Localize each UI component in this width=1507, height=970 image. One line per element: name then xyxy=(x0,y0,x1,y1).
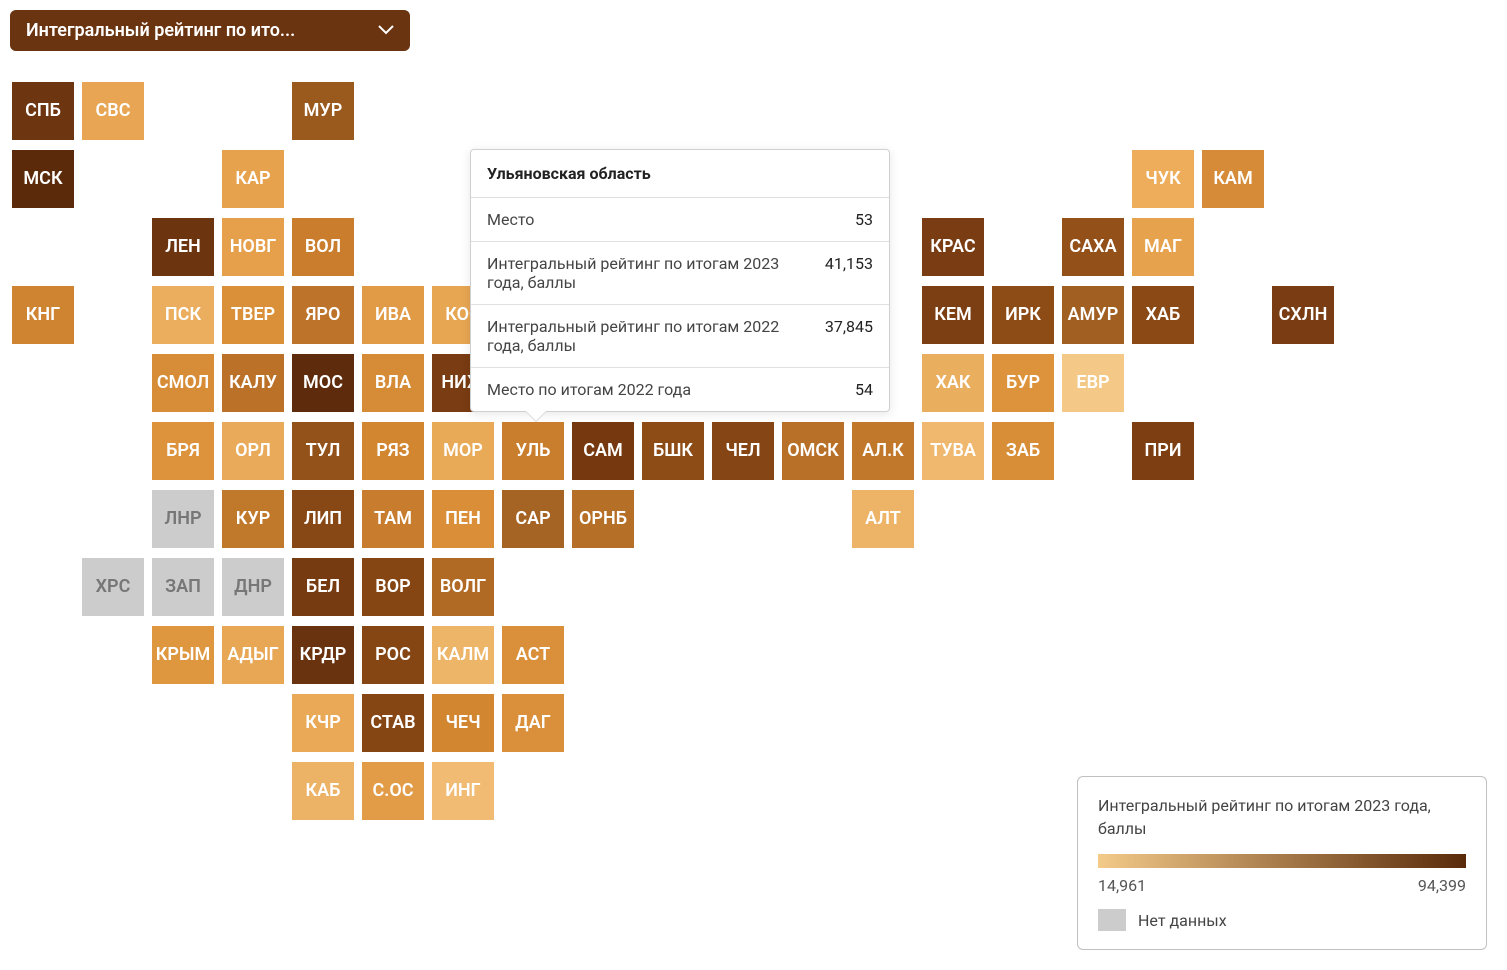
tooltip-row-value: 37,845 xyxy=(825,317,873,336)
region-tile[interactable]: ИВА xyxy=(360,284,426,346)
legend-nodata-label: Нет данных xyxy=(1138,911,1227,930)
region-tile[interactable]: ЗАБ xyxy=(990,420,1056,482)
region-tile[interactable]: РОС xyxy=(360,624,426,686)
region-tile[interactable]: ВОЛ xyxy=(290,216,356,278)
region-tile[interactable]: ЗАП xyxy=(150,556,216,618)
region-tile[interactable]: ПЕН xyxy=(430,488,496,550)
tooltip-row-label: Место xyxy=(487,210,835,229)
region-tile[interactable]: ХАБ xyxy=(1130,284,1196,346)
region-tile[interactable]: ЛИП xyxy=(290,488,356,550)
region-tile[interactable]: КЧР xyxy=(290,692,356,754)
tooltip-title: Ульяновская область xyxy=(471,150,889,198)
tooltip-row-value: 41,153 xyxy=(825,254,873,273)
region-tile[interactable]: ОРЛ xyxy=(220,420,286,482)
region-tile[interactable]: ПРИ xyxy=(1130,420,1196,482)
region-tile[interactable]: ИНГ xyxy=(430,760,496,822)
region-tile[interactable]: КАБ xyxy=(290,760,356,822)
tooltip-row-value: 54 xyxy=(855,380,873,399)
region-tile[interactable]: ВЛА xyxy=(360,352,426,414)
legend-min: 14,961 xyxy=(1098,876,1146,895)
region-tile[interactable]: ЧУК xyxy=(1130,148,1196,210)
legend-nodata: Нет данных xyxy=(1098,909,1466,931)
region-tile[interactable]: САР xyxy=(500,488,566,550)
region-tile[interactable]: МОС xyxy=(290,352,356,414)
region-tile[interactable]: ЧЕЛ xyxy=(710,420,776,482)
region-tile[interactable]: ТУЛ xyxy=(290,420,356,482)
region-tile[interactable]: ХАК xyxy=(920,352,986,414)
legend-title: Интегральный рейтинг по итогам 2023 года… xyxy=(1098,795,1466,840)
region-tile[interactable]: КРДР xyxy=(290,624,356,686)
region-tile[interactable]: ОМСК xyxy=(780,420,846,482)
region-tile[interactable]: УЛЬ xyxy=(500,420,566,482)
region-tile[interactable]: ОРНБ xyxy=(570,488,636,550)
region-tile[interactable]: ЯРО xyxy=(290,284,356,346)
tooltip-row-label: Интегральный рейтинг по итогам 2022 года… xyxy=(487,317,805,355)
tooltip-row: Место по итогам 2022 года 54 xyxy=(471,368,889,411)
region-tile[interactable]: БУР xyxy=(990,352,1056,414)
region-tile[interactable]: ТВЕР xyxy=(220,284,286,346)
region-tile[interactable]: РЯЗ xyxy=(360,420,426,482)
region-tile[interactable]: БРЯ xyxy=(150,420,216,482)
region-tile[interactable]: САМ xyxy=(570,420,636,482)
region-tile[interactable]: СМОЛ xyxy=(150,352,216,414)
region-tile[interactable]: ДНР xyxy=(220,556,286,618)
region-tile[interactable]: БШК xyxy=(640,420,706,482)
region-tile[interactable]: ИРК xyxy=(990,284,1056,346)
region-tile[interactable]: АЛ.К xyxy=(850,420,916,482)
rating-dropdown[interactable]: Интегральный рейтинг по ито... xyxy=(10,10,410,51)
region-tile[interactable]: СХЛН xyxy=(1270,284,1336,346)
nodata-swatch xyxy=(1098,909,1126,931)
region-tile[interactable]: КЕМ xyxy=(920,284,986,346)
region-tile[interactable]: ДАГ xyxy=(500,692,566,754)
chevron-down-icon xyxy=(378,23,394,39)
legend-gradient xyxy=(1098,854,1466,868)
region-tile[interactable]: АДЫГ xyxy=(220,624,286,686)
region-tile[interactable]: ЛЕН xyxy=(150,216,216,278)
region-tile[interactable]: ТУВА xyxy=(920,420,986,482)
region-tile[interactable]: ЧЕЧ xyxy=(430,692,496,754)
region-tile[interactable]: КНГ xyxy=(10,284,76,346)
region-tile[interactable]: ЕВР xyxy=(1060,352,1126,414)
region-tile[interactable]: КАЛМ xyxy=(430,624,496,686)
region-tile[interactable]: С.ОС xyxy=(360,760,426,822)
region-tile[interactable]: КАМ xyxy=(1200,148,1266,210)
region-tile[interactable]: СПБ xyxy=(10,80,76,142)
region-tooltip: Ульяновская область Место 53 Интегральный … xyxy=(470,149,890,412)
legend: Интегральный рейтинг по итогам 2023 года… xyxy=(1077,776,1487,950)
region-tile[interactable]: СВС xyxy=(80,80,146,142)
legend-max: 94,399 xyxy=(1418,876,1466,895)
region-tile[interactable]: МАГ xyxy=(1130,216,1196,278)
region-tile[interactable]: КРАС xyxy=(920,216,986,278)
region-tile[interactable]: НОВГ xyxy=(220,216,286,278)
tooltip-row-label: Место по итогам 2022 года xyxy=(487,380,835,399)
region-tile[interactable]: МСК xyxy=(10,148,76,210)
tooltip-row: Интегральный рейтинг по итогам 2023 года… xyxy=(471,242,889,305)
region-tile[interactable]: ТАМ xyxy=(360,488,426,550)
region-tile[interactable]: ХРС xyxy=(80,556,146,618)
region-tile[interactable]: КУР xyxy=(220,488,286,550)
region-tile[interactable]: АМУР xyxy=(1060,284,1126,346)
region-tile[interactable]: САХА xyxy=(1060,216,1126,278)
region-tile[interactable]: ПСК xyxy=(150,284,216,346)
tooltip-row: Место 53 xyxy=(471,198,889,242)
region-tile[interactable]: АЛТ xyxy=(850,488,916,550)
region-tile[interactable]: БЕЛ xyxy=(290,556,356,618)
tooltip-row-value: 53 xyxy=(855,210,873,229)
region-tile[interactable]: КАЛУ xyxy=(220,352,286,414)
tooltip-row: Интегральный рейтинг по итогам 2022 года… xyxy=(471,305,889,368)
tooltip-row-label: Интегральный рейтинг по итогам 2023 года… xyxy=(487,254,805,292)
region-tile[interactable]: МУР xyxy=(290,80,356,142)
region-tile[interactable]: СТАВ xyxy=(360,692,426,754)
region-tile[interactable]: ВОЛГ xyxy=(430,556,496,618)
region-tile[interactable]: МОР xyxy=(430,420,496,482)
region-tile[interactable]: ВОР xyxy=(360,556,426,618)
legend-scale: 14,961 94,399 xyxy=(1098,876,1466,895)
region-tile[interactable]: АСТ xyxy=(500,624,566,686)
region-tile[interactable]: КРЫМ xyxy=(150,624,216,686)
region-tile[interactable]: ЛНР xyxy=(150,488,216,550)
dropdown-label: Интегральный рейтинг по ито... xyxy=(26,20,295,41)
region-tile[interactable]: КАР xyxy=(220,148,286,210)
tooltip-arrow xyxy=(526,411,546,421)
